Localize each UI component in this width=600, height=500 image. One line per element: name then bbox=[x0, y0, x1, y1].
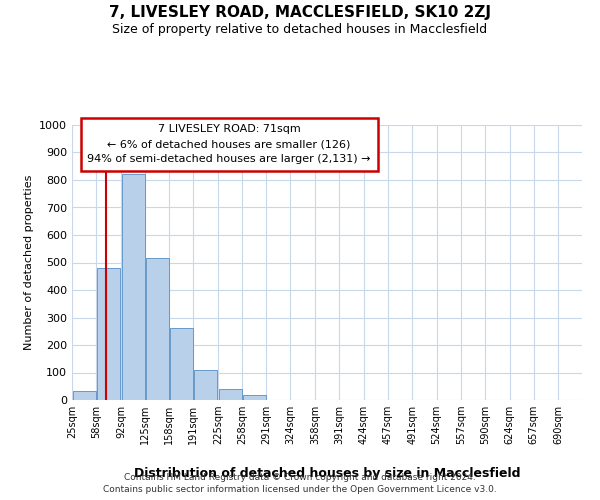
Bar bbox=[218, 389, 242, 400]
Bar bbox=[170, 328, 193, 400]
Bar bbox=[73, 391, 95, 400]
Text: Size of property relative to detached houses in Macclesfield: Size of property relative to detached ho… bbox=[112, 22, 488, 36]
Text: 7, LIVESLEY ROAD, MACCLESFIELD, SK10 2ZJ: 7, LIVESLEY ROAD, MACCLESFIELD, SK10 2ZJ bbox=[109, 6, 491, 20]
Y-axis label: Number of detached properties: Number of detached properties bbox=[23, 175, 34, 350]
Text: Distribution of detached houses by size in Macclesfield: Distribution of detached houses by size … bbox=[134, 468, 520, 480]
Text: 7 LIVESLEY ROAD: 71sqm
← 6% of detached houses are smaller (126)
94% of semi-det: 7 LIVESLEY ROAD: 71sqm ← 6% of detached … bbox=[88, 124, 371, 164]
Bar bbox=[243, 394, 266, 400]
Text: Contains HM Land Registry data © Crown copyright and database right 2024.
Contai: Contains HM Land Registry data © Crown c… bbox=[103, 473, 497, 494]
Bar bbox=[194, 370, 217, 400]
Bar bbox=[146, 258, 169, 400]
Bar bbox=[122, 174, 145, 400]
Bar bbox=[97, 268, 119, 400]
